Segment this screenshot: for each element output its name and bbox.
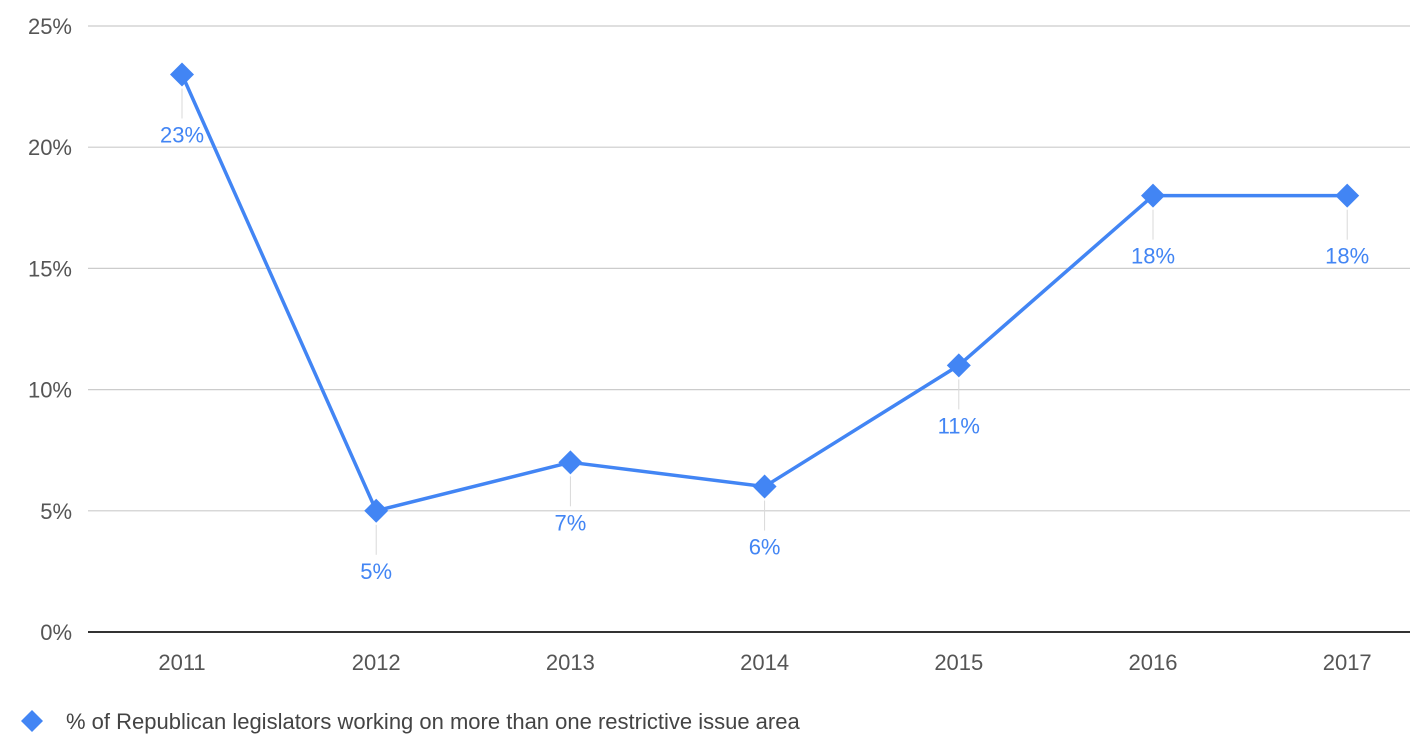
data-label: 18%: [1325, 244, 1369, 269]
x-tick-label: 2015: [934, 650, 983, 675]
x-tick-label: 2013: [546, 650, 595, 675]
x-tick-label: 2014: [740, 650, 789, 675]
y-tick-label: 10%: [28, 378, 72, 403]
y-tick-label: 15%: [28, 256, 72, 281]
data-label: 23%: [160, 122, 204, 147]
data-point-marker: [558, 450, 583, 475]
legend-label: % of Republican legislators working on m…: [66, 709, 800, 734]
data-point-marker: [1335, 183, 1360, 208]
legend: % of Republican legislators working on m…: [21, 709, 800, 734]
y-axis-ticks: 0% 5% 10% 15% 20% 25%: [28, 14, 72, 645]
data-label: 6%: [749, 535, 781, 560]
data-label: 11%: [938, 413, 980, 438]
data-point-marker: [946, 353, 971, 378]
data-labels: 23% 5% 7% 6% 11% 18% 18%: [160, 88, 1369, 584]
data-point-marker: [752, 474, 777, 499]
legend-diamond-icon: [21, 710, 43, 732]
data-label: 7%: [555, 510, 587, 535]
y-tick-label: 20%: [28, 135, 72, 160]
data-label: 5%: [360, 559, 392, 584]
series-line: [180, 73, 1348, 513]
data-point-marker: [1141, 183, 1165, 208]
data-point-marker: [364, 498, 389, 523]
x-tick-label: 2017: [1323, 650, 1372, 675]
data-point-marker: [170, 62, 194, 87]
x-tick-label: 2016: [1129, 650, 1178, 675]
x-tick-label: 2011: [158, 650, 205, 675]
x-axis-ticks: 2011 2012 2013 2014 2015 2016 2017: [158, 650, 1371, 675]
series-line-path: [180, 73, 1348, 513]
gridlines: [88, 25, 1410, 633]
data-label: 18%: [1131, 244, 1175, 269]
y-tick-label: 25%: [28, 14, 72, 39]
y-tick-label: 5%: [40, 499, 72, 524]
series-markers: [170, 62, 1360, 523]
x-tick-label: 2012: [352, 650, 401, 675]
y-tick-label: 0%: [40, 620, 72, 645]
